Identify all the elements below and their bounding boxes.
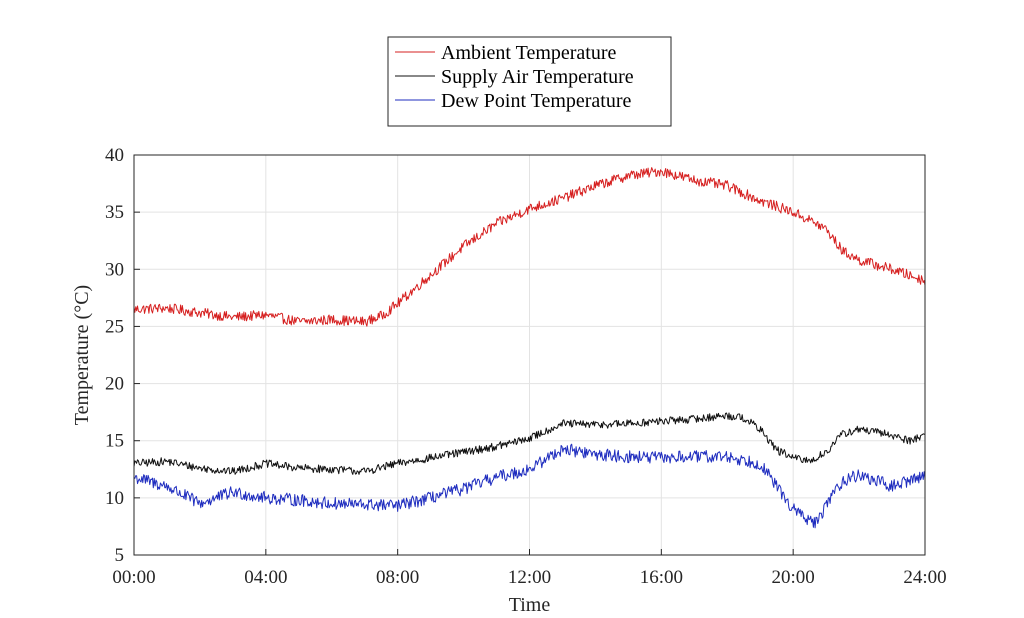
x-tick-label: 00:00 (112, 567, 155, 588)
ticks: 00:00 04:00 08:00 12:00 16:00 20:00 24:00 5 10 15… (105, 145, 947, 588)
y-tick-label: 5 (115, 545, 125, 566)
y-tick-label: 10 (105, 488, 124, 509)
x-axis-title: Time (509, 594, 551, 616)
legend-label-supply: Supply Air Temperature (441, 66, 634, 88)
x-tick-label: 24:00 (903, 567, 946, 588)
grid (133, 154, 926, 556)
y-tick-label: 35 (105, 202, 124, 223)
legend-label-ambient: Ambient Temperature (441, 42, 617, 64)
x-tick-label: 12:00 (508, 567, 551, 588)
legend-label-dewpoint: Dew Point Temperature (441, 90, 632, 112)
series-layer (133, 167, 926, 529)
x-tick-label: 08:00 (376, 567, 419, 588)
x-tick-label: 16:00 (640, 567, 683, 588)
series-line-supply (133, 412, 926, 475)
series-line-ambient (133, 167, 926, 327)
legend-box (387, 36, 672, 127)
y-axis-title: Temperature (°C) (71, 285, 93, 425)
y-tick-label: 15 (105, 431, 124, 452)
x-tick-label: 04:00 (244, 567, 287, 588)
y-tick-label: 30 (105, 259, 124, 280)
y-tick-label: 25 (105, 316, 124, 337)
series-line-dewpoint (133, 443, 926, 529)
y-tick-label: 40 (105, 145, 124, 166)
x-tick-label: 20:00 (772, 567, 815, 588)
y-tick-label: 20 (105, 374, 124, 395)
